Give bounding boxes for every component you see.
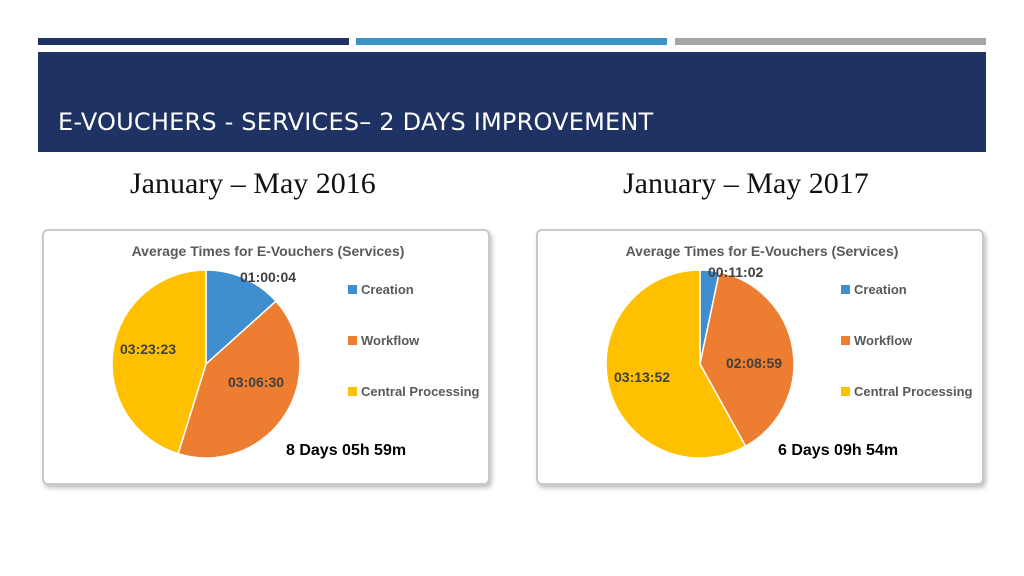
legend-label-central-processing: Central Processing	[854, 384, 973, 399]
pie-slices	[111, 269, 301, 459]
pie-slice-workflow	[699, 271, 795, 448]
title-band: E-VOUCHERS - SERVICES– 2 DAYS IMPROVEMEN…	[38, 52, 986, 152]
data-label-workflow: 03:06:30	[228, 374, 284, 390]
data-label-creation: 00:11:02	[708, 264, 763, 280]
legend-swatch-central-processing	[348, 387, 357, 396]
pie-labels: 01:00:04 03:06:30 03:23:23	[120, 269, 296, 390]
accent-bar-gray	[675, 38, 986, 45]
data-label-workflow: 02:08:59	[726, 355, 782, 371]
accent-bar-blue	[356, 38, 667, 45]
pie-slice-central-processing	[605, 269, 747, 459]
data-label-central-processing: 03:13:52	[614, 369, 670, 385]
legend-label-workflow: Workflow	[361, 333, 420, 348]
pie-slice-workflow	[177, 300, 301, 459]
chart-panel-2017: Average Times for E-Vouchers (Services) …	[536, 229, 984, 485]
legend-label-central-processing: Central Processing	[361, 384, 480, 399]
pie-labels: 00:11:02 02:08:59 03:13:52	[614, 264, 782, 385]
legend-swatch-creation	[841, 285, 850, 294]
pie-slice-creation	[205, 269, 277, 366]
legend-swatch-creation	[348, 285, 357, 294]
legend-swatch-workflow	[348, 336, 357, 345]
pie-slices	[605, 269, 795, 459]
legend-label-creation: Creation	[854, 282, 907, 297]
total-duration: 8 Days 05h 59m	[286, 442, 406, 459]
chart-panel-2016: Average Times for E-Vouchers (Services) …	[42, 229, 490, 485]
legend: Creation Workflow Central Processing	[348, 282, 480, 399]
slide-title: E-VOUCHERS - SERVICES– 2 DAYS IMPROVEMEN…	[58, 108, 654, 136]
total-duration: 6 Days 09h 54m	[778, 442, 898, 459]
chart-title: Average Times for E-Vouchers (Services)	[132, 243, 405, 259]
period-label-2016: January – May 2016	[130, 167, 376, 200]
legend-swatch-central-processing	[841, 387, 850, 396]
legend-swatch-workflow	[841, 336, 850, 345]
legend-label-creation: Creation	[361, 282, 414, 297]
chart-title: Average Times for E-Vouchers (Services)	[626, 243, 899, 259]
period-label-2017: January – May 2017	[623, 167, 869, 200]
accent-bar-dark	[38, 38, 349, 45]
pie-chart-2017: Average Times for E-Vouchers (Services) …	[605, 243, 973, 459]
data-label-central-processing: 03:23:23	[120, 341, 176, 357]
legend-label-workflow: Workflow	[854, 333, 913, 348]
data-label-creation: 01:00:04	[240, 269, 296, 285]
legend: Creation Workflow Central Processing	[841, 282, 973, 399]
pie-slice-central-processing	[111, 269, 207, 455]
pie-chart-2016: Average Times for E-Vouchers (Services) …	[111, 243, 480, 459]
